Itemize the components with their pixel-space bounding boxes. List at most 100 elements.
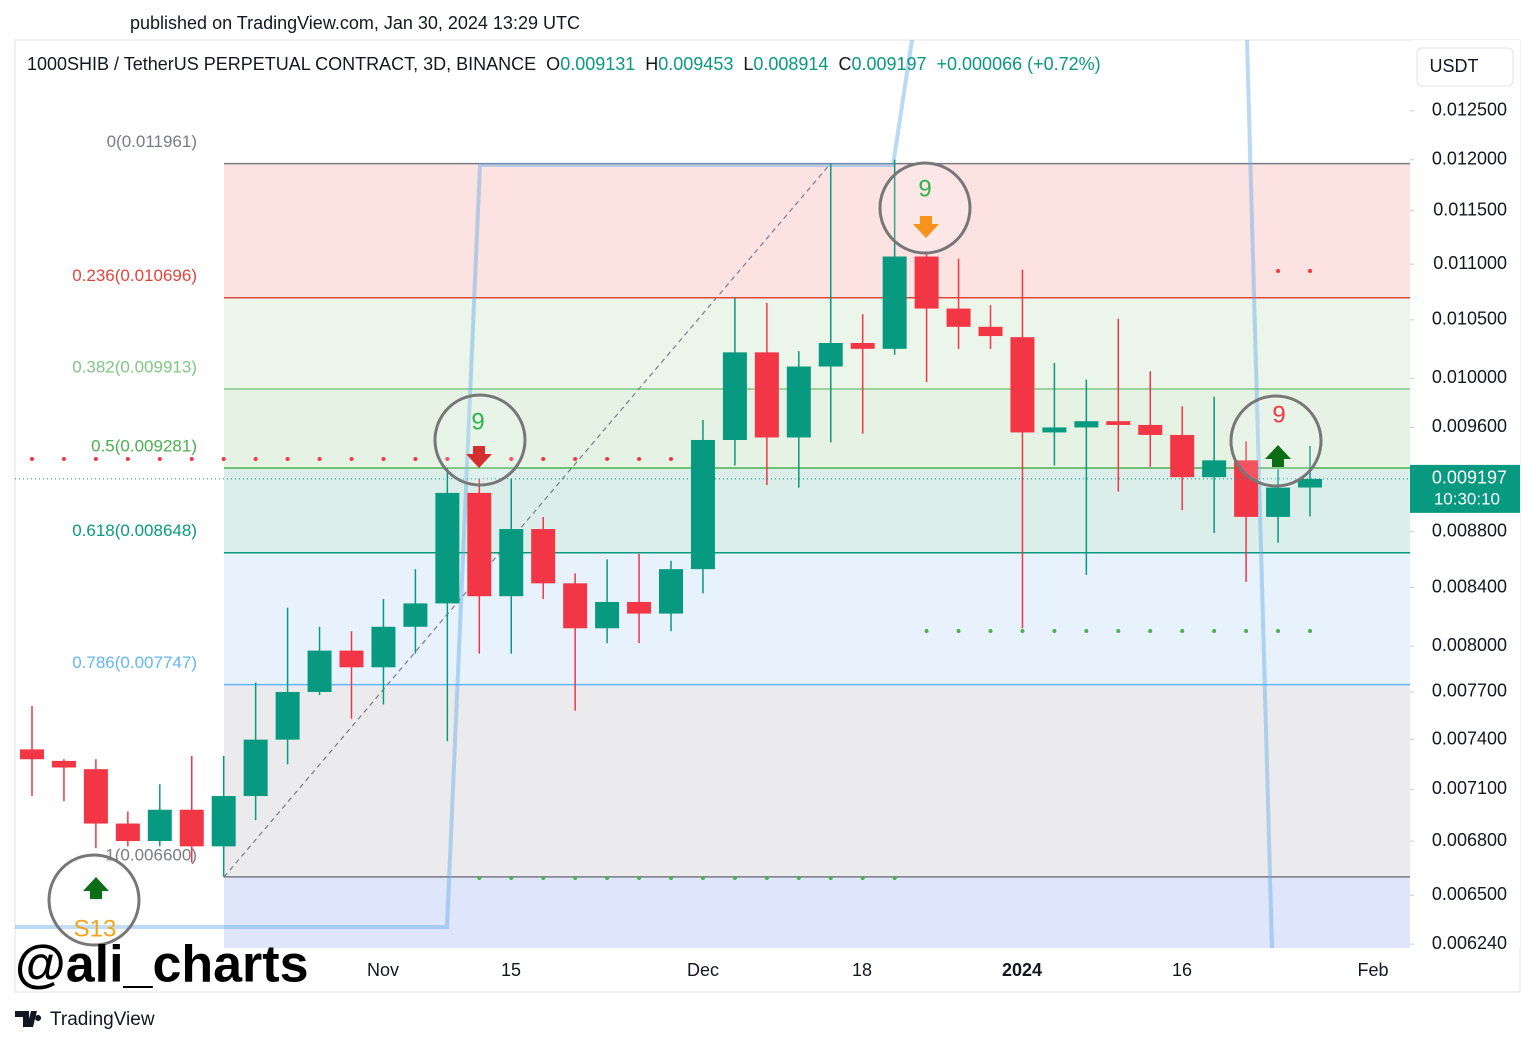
- candle-body: [243, 739, 268, 797]
- resistance-dot: [253, 457, 258, 461]
- ohlc-value: 0.008914: [753, 54, 828, 74]
- signal-circle: [878, 161, 972, 255]
- support-dot: [988, 629, 993, 633]
- support-dot: [1020, 629, 1025, 633]
- candle-body: [371, 626, 396, 668]
- y-tick-label: 0.007700: [1432, 681, 1507, 701]
- candle-body: [435, 492, 460, 604]
- support-dot: [892, 876, 897, 880]
- support-dot: [637, 876, 642, 880]
- indicator-line: [1245, 39, 1274, 949]
- candle-body: [531, 529, 556, 584]
- fib-band: [224, 297, 1410, 389]
- candle-body: [850, 343, 875, 349]
- resistance-dot: [381, 457, 386, 461]
- support-dot: [1308, 629, 1312, 633]
- candle-body: [690, 439, 715, 570]
- support-dot: [541, 876, 546, 880]
- resistance-dot: [605, 457, 610, 461]
- brand: TradingView: [50, 1009, 155, 1030]
- candle-body: [946, 308, 971, 327]
- support-dot: [1148, 629, 1153, 633]
- candle-body: [754, 352, 779, 438]
- support-dot: [605, 876, 610, 880]
- y-tick-label: 0.011000: [1433, 253, 1507, 273]
- ohlc-letter: L: [743, 54, 753, 74]
- resistance-dot: [189, 457, 194, 461]
- signal-circle: [47, 853, 141, 947]
- support-dot: [1244, 629, 1249, 633]
- ohlc-letter: H: [645, 54, 658, 74]
- y-tick-label: 0.008000: [1432, 635, 1507, 655]
- resistance-dot: [669, 457, 673, 461]
- resistance-dot: [1276, 269, 1281, 273]
- candle-body: [1042, 427, 1067, 433]
- support-dot: [1276, 629, 1281, 633]
- candle-body: [147, 809, 172, 842]
- signal-label: 9: [471, 408, 484, 435]
- indicator-line: [15, 39, 914, 929]
- candle-body: [1138, 424, 1163, 435]
- support-dot: [924, 629, 929, 633]
- candle-body: [1106, 421, 1131, 425]
- candle-body: [499, 529, 524, 597]
- signal-arrow: [1265, 445, 1291, 467]
- y-tick-label: 0.006800: [1432, 830, 1507, 850]
- candle-body: [467, 492, 492, 597]
- candle-body: [627, 601, 652, 614]
- candle-body: [1074, 421, 1099, 428]
- support-dot: [732, 876, 737, 880]
- x-tick-label: 2024: [1002, 960, 1042, 980]
- candle-body: [1298, 478, 1322, 488]
- fib-label: 0.236(0.010696): [72, 266, 197, 285]
- y-tick-label: 0.008400: [1432, 576, 1507, 596]
- resistance-dot: [1308, 269, 1312, 273]
- support-dot: [1084, 629, 1089, 633]
- candle-body: [179, 809, 204, 847]
- signal-label: S13: [74, 915, 117, 942]
- brand-logo: [15, 1011, 42, 1027]
- watermark: @ali_charts: [15, 936, 309, 994]
- y-tick-label: 0.006500: [1432, 884, 1507, 904]
- signal-label: 9: [918, 175, 931, 202]
- candle-body: [115, 823, 140, 842]
- candle-body: [1266, 487, 1291, 517]
- support-dot: [1180, 629, 1185, 633]
- price-tag-label: 0.009197: [1432, 468, 1507, 488]
- signal-arrow: [466, 446, 492, 468]
- candle-body: [786, 366, 811, 438]
- candle-body: [563, 583, 588, 629]
- candle-body: [307, 650, 332, 692]
- candle-body: [1010, 337, 1035, 433]
- resistance-dot: [157, 457, 162, 461]
- resistance-dot: [61, 457, 66, 461]
- x-tick-label: 16: [1172, 960, 1192, 980]
- resistance-dot: [637, 457, 642, 461]
- candle-body: [914, 256, 939, 309]
- candle-body: [659, 569, 683, 614]
- support-dot: [669, 876, 673, 880]
- support-dot: [764, 876, 769, 880]
- ohlc-value: 0.009131: [560, 54, 635, 74]
- candle-body: [1234, 460, 1259, 517]
- x-tick-label: Dec: [687, 960, 719, 980]
- signal-arrow: [913, 216, 939, 238]
- candle-body: [275, 691, 300, 740]
- y-tick-label: 0.009600: [1432, 416, 1507, 436]
- x-tick-label: Nov: [367, 960, 399, 980]
- fib-label: 0.786(0.007747): [72, 653, 197, 672]
- fib-label: 0.618(0.008648): [72, 521, 197, 540]
- y-tick-label: 0.007400: [1432, 728, 1507, 748]
- support-dot: [700, 876, 705, 880]
- ohlc-letter: C: [838, 54, 851, 74]
- signal-arrow: [83, 877, 109, 899]
- candle-body: [83, 769, 108, 824]
- y-tick-label: 0.006240: [1432, 933, 1507, 953]
- resistance-dot: [317, 457, 322, 461]
- fib-label: 0(0.011961): [107, 132, 197, 151]
- ohlc-letter: O: [546, 54, 560, 74]
- y-tick-label: 0.012000: [1432, 149, 1507, 169]
- support-dot: [956, 629, 961, 633]
- fib-band: [224, 552, 1410, 685]
